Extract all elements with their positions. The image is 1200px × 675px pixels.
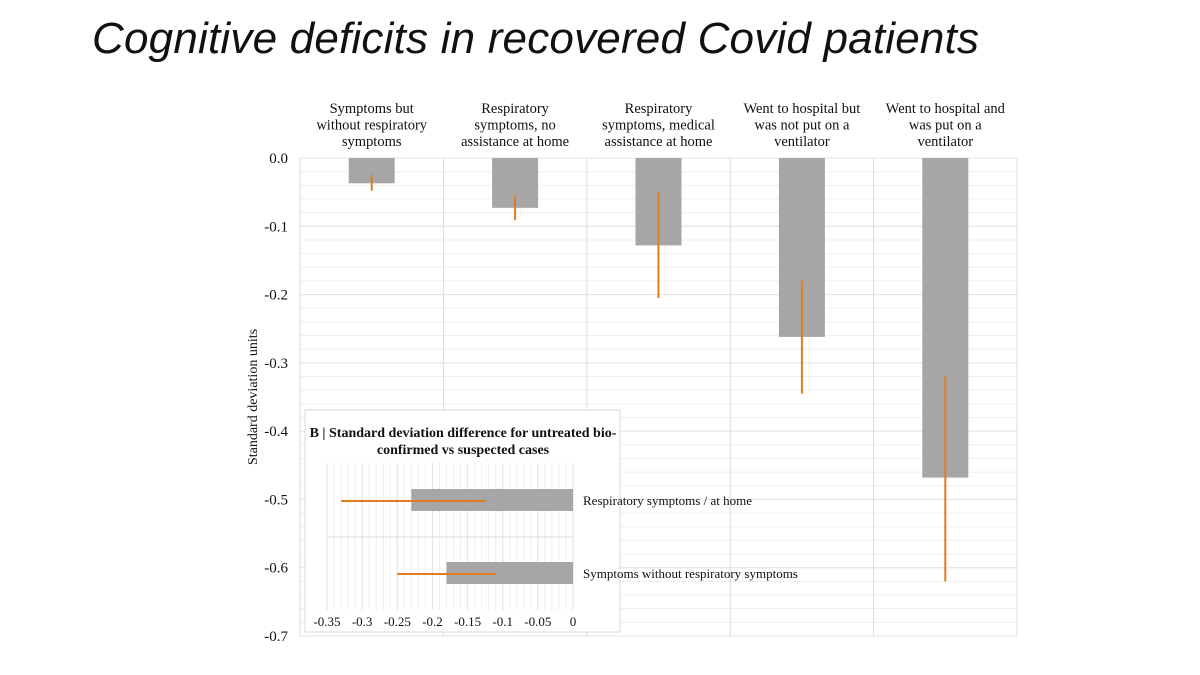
inset-bar	[411, 489, 573, 511]
slide-title: Cognitive deficits in recovered Covid pa…	[92, 14, 980, 63]
y-tick-label: -0.6	[264, 561, 288, 577]
y-tick-label: -0.2	[264, 288, 288, 304]
category-label: assistance at home	[605, 134, 713, 150]
inset-bar	[446, 562, 573, 584]
inset-x-tick-label: -0.2	[422, 614, 443, 629]
inset-x-tick-label: -0.35	[313, 614, 340, 629]
inset-title: confirmed vs suspected cases	[377, 443, 550, 458]
category-label: ventilator	[774, 134, 830, 150]
inset-x-tick-label: -0.3	[352, 614, 373, 629]
inset-x-tick-label: -0.05	[524, 614, 551, 629]
y-tick-label: -0.4	[264, 424, 288, 440]
category-label: assistance at home	[461, 134, 569, 150]
category-label: symptoms, medical	[602, 118, 715, 134]
inset-x-tick-label: 0	[570, 614, 577, 629]
category-label: was not put on a	[754, 118, 850, 134]
category-label: Went to hospital but	[743, 101, 860, 117]
y-tick-label: -0.1	[264, 219, 288, 235]
category-label: Symptoms but	[330, 101, 414, 117]
category-label: ventilator	[918, 134, 974, 150]
y-tick-label: -0.7	[264, 629, 288, 645]
inset-x-tick-label: -0.1	[492, 614, 513, 629]
inset-x-tick-label: -0.25	[384, 614, 411, 629]
category-label: Respiratory	[481, 101, 549, 117]
category-label: without respiratory	[316, 118, 427, 134]
y-axis-label: Standard deviation units	[246, 329, 261, 465]
category-label: Went to hospital and	[886, 101, 1006, 117]
inset-x-tick-label: -0.15	[454, 614, 481, 629]
inset-category-label: Symptoms without respiratory symptoms	[583, 566, 798, 581]
category-label: symptoms, no	[474, 118, 555, 134]
y-tick-label: -0.5	[264, 492, 288, 508]
inset-title: B | Standard deviation difference for un…	[310, 426, 617, 441]
category-label: Respiratory	[625, 101, 693, 117]
y-tick-label: 0.0	[269, 151, 288, 167]
inset-category-label: Respiratory symptoms / at home	[583, 493, 752, 508]
category-label: symptoms	[342, 134, 402, 150]
inset-panel	[304, 409, 621, 633]
category-label: was put on a	[909, 118, 982, 134]
y-tick-label: -0.3	[264, 356, 288, 372]
